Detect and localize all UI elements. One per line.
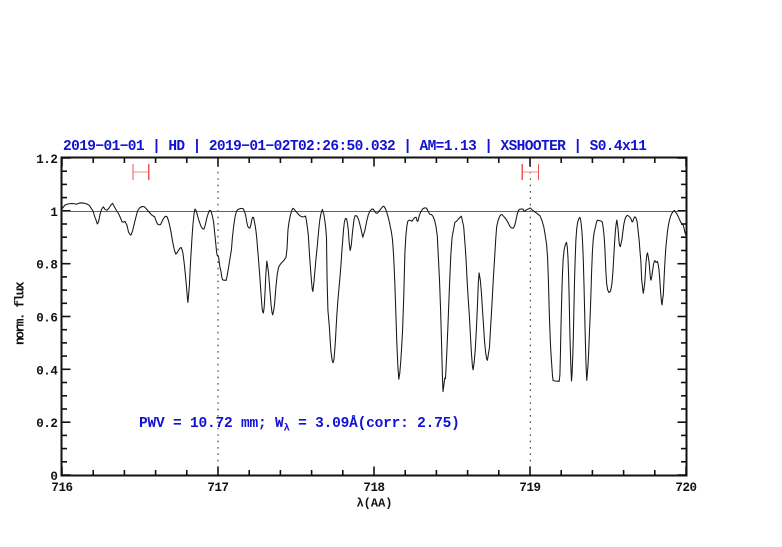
svg-text:0.8: 0.8 <box>36 259 57 273</box>
svg-text:717: 717 <box>207 481 228 495</box>
svg-text:1.2: 1.2 <box>36 153 57 167</box>
svg-text:0: 0 <box>50 470 57 484</box>
svg-text:716: 716 <box>51 481 72 495</box>
svg-text:0.4: 0.4 <box>36 364 58 378</box>
svg-text:719: 719 <box>519 481 540 495</box>
svg-text:720: 720 <box>675 481 696 495</box>
svg-text:0.2: 0.2 <box>36 417 57 431</box>
svg-text:718: 718 <box>363 481 384 495</box>
svg-text:0.6: 0.6 <box>36 312 57 326</box>
svg-text:2019−01−01 | HD | 2019−01−02T0: 2019−01−01 | HD | 2019−01−02T02:26:50.03… <box>63 139 647 155</box>
svg-text:1: 1 <box>50 206 57 220</box>
svg-text:λ(AA): λ(AA) <box>356 497 392 511</box>
svg-text:PWV = 10.72 mm; Wλ = 3.09Å(cor: PWV = 10.72 mm; Wλ = 3.09Å(corr: 2.75) <box>139 415 460 435</box>
svg-text:norm. flux: norm. flux <box>13 281 28 345</box>
